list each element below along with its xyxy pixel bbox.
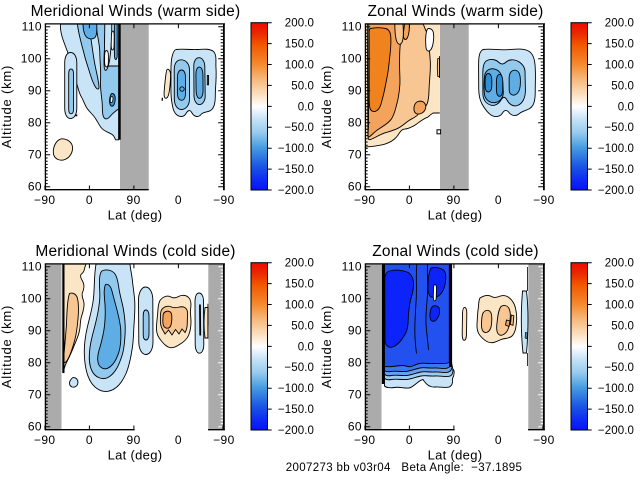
svg-text:−200.0: −200.0 [598,425,634,437]
svg-text:Lat (deg): Lat (deg) [428,208,483,223]
svg-text:50.0: 50.0 [611,320,634,332]
svg-text:0: 0 [406,193,413,207]
svg-text:−90: −90 [213,433,235,447]
svg-text:2007273 bb v03r04 Beta Angle: 2007273 bb v03r04 Beta Angle: −37.1895 [286,462,523,474]
svg-text:100: 100 [341,52,362,66]
svg-text:90: 90 [28,84,42,98]
svg-text:0.0: 0.0 [618,341,634,353]
svg-text:200.0: 200.0 [605,258,634,270]
svg-text:−90: −90 [533,433,555,447]
svg-text:60: 60 [348,420,362,434]
svg-text:Meridional Winds (warm side): Meridional Winds (warm side) [31,3,241,20]
svg-text:90: 90 [127,433,141,447]
svg-text:−100.0: −100.0 [598,143,634,155]
svg-text:200.0: 200.0 [285,18,314,30]
svg-text:0: 0 [495,193,502,207]
svg-text:110: 110 [22,20,42,34]
svg-text:200.0: 200.0 [605,18,634,30]
svg-text:110: 110 [342,260,362,274]
svg-text:0: 0 [86,433,93,447]
svg-text:90: 90 [348,324,362,338]
svg-text:−50.0: −50.0 [284,122,314,134]
svg-text:100.0: 100.0 [285,299,314,311]
svg-text:Meridional Winds (cold side): Meridional Winds (cold side) [35,243,235,260]
svg-text:50.0: 50.0 [611,80,634,92]
svg-text:−200.0: −200.0 [278,185,314,197]
svg-text:150.0: 150.0 [605,279,634,291]
svg-text:Lat (deg): Lat (deg) [108,208,163,223]
svg-text:0: 0 [175,433,182,447]
svg-text:−90: −90 [354,433,376,447]
svg-text:0.0: 0.0 [618,101,634,113]
svg-text:0: 0 [495,433,502,447]
svg-text:Altitude (km): Altitude (km) [319,65,334,148]
svg-text:−100.0: −100.0 [278,383,314,395]
svg-text:100: 100 [21,292,42,306]
svg-text:0.0: 0.0 [298,341,314,353]
svg-text:Zonal Winds (warm side): Zonal Winds (warm side) [367,3,543,20]
svg-text:50.0: 50.0 [291,80,314,92]
svg-text:150.0: 150.0 [285,279,314,291]
svg-text:100: 100 [21,52,42,66]
svg-text:150.0: 150.0 [605,39,634,51]
svg-text:70: 70 [28,388,42,402]
svg-text:−150.0: −150.0 [278,164,314,176]
svg-text:90: 90 [447,433,461,447]
svg-text:70: 70 [348,388,362,402]
svg-text:50.0: 50.0 [291,320,314,332]
svg-text:−50.0: −50.0 [604,122,634,134]
svg-text:−90: −90 [213,193,235,207]
svg-text:Altitude (km): Altitude (km) [319,305,334,388]
svg-text:90: 90 [127,193,141,207]
svg-text:0: 0 [175,193,182,207]
svg-text:Altitude (km): Altitude (km) [0,305,14,388]
svg-text:60: 60 [348,180,362,194]
svg-text:−90: −90 [354,193,376,207]
svg-text:0: 0 [86,193,93,207]
svg-text:−50.0: −50.0 [284,362,314,374]
svg-text:70: 70 [348,148,362,162]
svg-text:100: 100 [341,292,362,306]
svg-text:90: 90 [348,84,362,98]
svg-text:−90: −90 [533,193,555,207]
svg-text:Altitude (km): Altitude (km) [0,65,14,148]
svg-text:90: 90 [28,324,42,338]
svg-text:110: 110 [22,260,42,274]
svg-text:0: 0 [406,433,413,447]
svg-text:−200.0: −200.0 [598,185,634,197]
svg-text:90: 90 [447,193,461,207]
svg-text:−50.0: −50.0 [604,362,634,374]
svg-text:80: 80 [28,116,42,130]
svg-text:60: 60 [28,420,42,434]
svg-text:100.0: 100.0 [605,59,634,71]
svg-text:100.0: 100.0 [285,59,314,71]
svg-text:−150.0: −150.0 [278,404,314,416]
svg-text:Lat (deg): Lat (deg) [428,448,483,463]
svg-text:Zonal Winds (cold side): Zonal Winds (cold side) [372,243,539,260]
svg-text:−150.0: −150.0 [598,164,634,176]
svg-text:80: 80 [348,116,362,130]
svg-text:110: 110 [342,20,362,34]
svg-text:−100.0: −100.0 [278,143,314,155]
svg-text:100.0: 100.0 [605,299,634,311]
svg-text:80: 80 [348,356,362,370]
svg-text:−150.0: −150.0 [598,404,634,416]
svg-text:0.0: 0.0 [298,101,314,113]
svg-text:−100.0: −100.0 [598,383,634,395]
svg-text:150.0: 150.0 [285,39,314,51]
svg-text:−90: −90 [34,433,56,447]
svg-text:200.0: 200.0 [285,258,314,270]
svg-text:Lat (deg): Lat (deg) [108,448,163,463]
svg-text:−90: −90 [34,193,56,207]
svg-text:80: 80 [28,356,42,370]
svg-text:70: 70 [28,148,42,162]
svg-text:60: 60 [28,180,42,194]
svg-text:−200.0: −200.0 [278,425,314,437]
